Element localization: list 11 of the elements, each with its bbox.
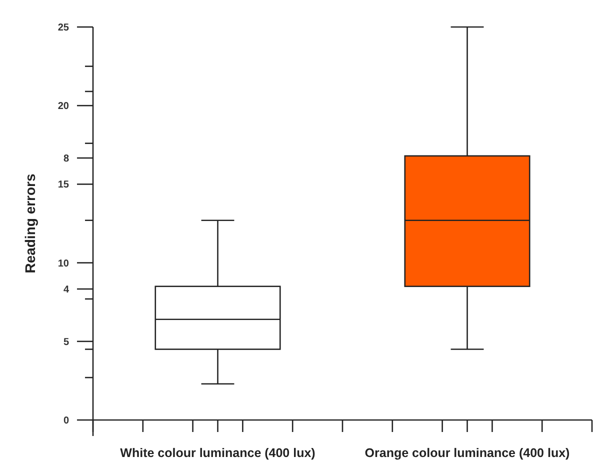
- x-tick-label: Orange colour luminance (400 lux): [364, 446, 570, 460]
- y-tick-label: 20: [58, 101, 70, 112]
- y-tick-label: 10: [58, 258, 70, 270]
- y2-tick-label: 8: [63, 154, 70, 164]
- y-tick-label: 15: [58, 180, 70, 191]
- y-tick-label: 0: [63, 416, 70, 426]
- y-axis-title: Reading errors: [22, 173, 38, 274]
- y-tick-label: 5: [63, 336, 70, 348]
- x-tick-label: White colour luminance (400 lux): [120, 446, 316, 460]
- y-tick-label: 25: [58, 22, 70, 34]
- y2-tick-label: 4: [63, 284, 70, 296]
